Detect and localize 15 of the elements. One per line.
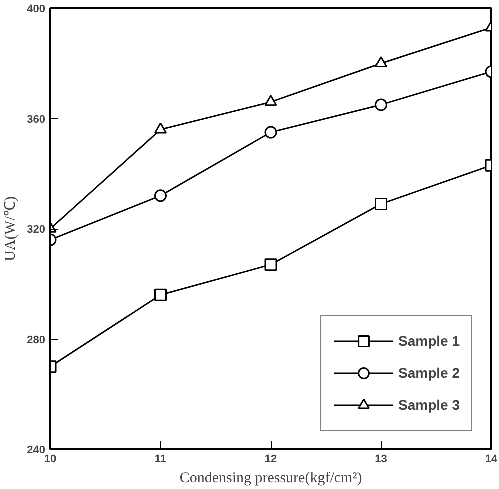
x-tick-label: 14 bbox=[485, 454, 498, 466]
y-tick-label: 360 bbox=[27, 114, 46, 126]
y-tick-label: 400 bbox=[27, 4, 46, 16]
x-tick-label: 11 bbox=[154, 454, 167, 466]
x-tick-label: 12 bbox=[264, 454, 278, 466]
x-tick-label: 10 bbox=[44, 454, 57, 466]
legend-label: Sample 1 bbox=[398, 333, 460, 349]
y-tick-label: 280 bbox=[27, 334, 46, 346]
y-tick-label: 240 bbox=[27, 444, 46, 456]
legend-label: Sample 2 bbox=[398, 365, 460, 381]
legend-label: Sample 3 bbox=[398, 397, 460, 413]
x-tick-label: 13 bbox=[375, 454, 388, 466]
y-tick-label: 320 bbox=[27, 224, 46, 236]
y-axis-title: UA(W/℃) bbox=[3, 196, 20, 262]
x-axis-title: Condensing pressure(kgf/cm²) bbox=[180, 470, 362, 486]
